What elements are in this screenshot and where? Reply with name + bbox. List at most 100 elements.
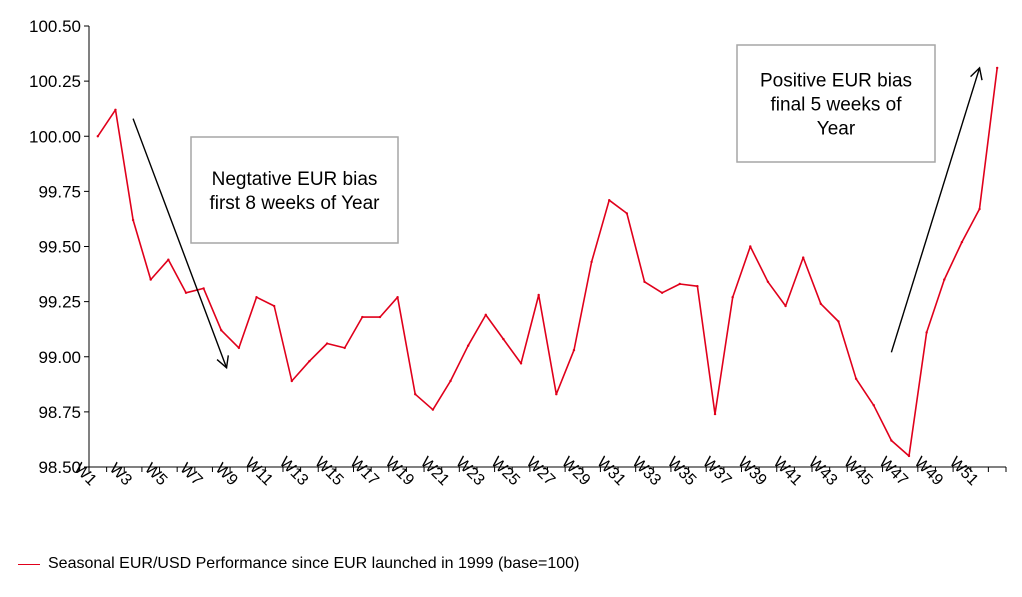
x-tick-label: W29 bbox=[558, 454, 593, 489]
data-point bbox=[766, 280, 770, 283]
annotations-group: Negtative EUR bias first 8 weeks of Year P… bbox=[132, 44, 983, 370]
y-tick-label: 99.50 bbox=[38, 238, 81, 257]
annotation-text: Negtative EUR bias bbox=[212, 169, 378, 190]
series-group bbox=[96, 66, 999, 458]
data-point bbox=[184, 291, 188, 295]
data-point bbox=[696, 284, 699, 288]
data-point bbox=[449, 379, 452, 383]
data-point bbox=[995, 66, 999, 70]
legend-label: Seasonal EUR/USD Performance since EUR l… bbox=[48, 555, 580, 572]
y-tick-label: 98.75 bbox=[38, 403, 81, 422]
x-tick-label: W15 bbox=[311, 454, 346, 489]
data-point bbox=[572, 348, 576, 352]
y-tick-label: 100.00 bbox=[29, 127, 81, 146]
data-point bbox=[925, 331, 928, 334]
annotation-box-negative bbox=[190, 136, 399, 244]
data-point bbox=[220, 329, 223, 332]
x-tick-label: W43 bbox=[805, 454, 840, 489]
data-point bbox=[802, 256, 805, 259]
x-tick-label: W11 bbox=[242, 455, 277, 490]
annotation-text: first 8 weeks of Year bbox=[209, 193, 380, 214]
x-tick-label: W19 bbox=[382, 454, 417, 489]
x-tick-label: W33 bbox=[629, 454, 664, 489]
annotation-text: Positive EUR bias bbox=[760, 71, 912, 92]
y-tick-label: 99.25 bbox=[38, 293, 81, 312]
annotation-text: final 5 weeks of bbox=[771, 95, 903, 116]
x-tick-label: W39 bbox=[734, 454, 769, 489]
x-tick-label: W37 bbox=[699, 454, 734, 489]
data-point bbox=[308, 359, 311, 363]
y-tick-label: 99.00 bbox=[38, 348, 81, 367]
data-point bbox=[484, 313, 487, 317]
data-point bbox=[361, 315, 364, 319]
data-point bbox=[466, 344, 470, 347]
data-point bbox=[608, 198, 611, 202]
data-point bbox=[660, 291, 664, 295]
data-point bbox=[784, 304, 787, 308]
x-tick-label: W51 bbox=[946, 454, 981, 489]
data-point bbox=[96, 135, 100, 138]
data-point bbox=[202, 287, 205, 290]
data-point bbox=[854, 377, 858, 380]
data-point bbox=[960, 240, 964, 244]
data-point bbox=[272, 304, 276, 308]
data-point bbox=[537, 293, 540, 297]
x-tick-label: W7 bbox=[176, 460, 205, 489]
data-point bbox=[555, 393, 558, 396]
data-point bbox=[502, 337, 505, 341]
x-tick-label: W27 bbox=[523, 454, 558, 489]
data-point bbox=[114, 108, 117, 111]
data-point bbox=[519, 362, 523, 365]
data-point bbox=[872, 404, 875, 407]
data-point bbox=[749, 245, 752, 248]
y-tick-label: 99.75 bbox=[38, 182, 81, 201]
data-point bbox=[431, 408, 435, 411]
data-point bbox=[255, 296, 258, 299]
data-point bbox=[837, 320, 840, 323]
annotation-arrow-negative bbox=[132, 118, 229, 370]
x-tick-label: W47 bbox=[876, 454, 911, 489]
x-tick-label: W23 bbox=[452, 454, 487, 489]
x-tick-label: W3 bbox=[106, 460, 135, 489]
data-point bbox=[978, 207, 981, 211]
data-point bbox=[731, 296, 734, 299]
data-point bbox=[167, 258, 170, 261]
series-line bbox=[97, 67, 998, 457]
data-point bbox=[396, 296, 399, 299]
x-tick-label: W25 bbox=[488, 454, 523, 489]
y-tick-label: 100.50 bbox=[29, 17, 81, 36]
legend: Seasonal EUR/USD Performance since EUR l… bbox=[18, 552, 579, 576]
data-point bbox=[943, 278, 946, 281]
legend-swatch bbox=[18, 563, 40, 565]
x-tick-label: W41 bbox=[770, 454, 805, 489]
data-point bbox=[819, 302, 823, 306]
x-tick-label: W35 bbox=[664, 454, 699, 489]
line-chart: 98.50 98.75 99.00 99.25 99.50 99.75 100.00 100.… bbox=[29, 17, 1007, 490]
x-tick-label: W45 bbox=[840, 454, 875, 489]
x-tick-label: W5 bbox=[141, 460, 170, 489]
y-tick-label: 98.50 bbox=[38, 458, 81, 477]
data-point bbox=[131, 218, 135, 222]
annotation-box-positive bbox=[736, 44, 936, 163]
data-point bbox=[343, 346, 346, 350]
x-tick-label: W49 bbox=[911, 454, 946, 489]
data-point bbox=[890, 439, 893, 442]
data-point bbox=[643, 280, 646, 283]
data-point bbox=[678, 282, 681, 286]
data-point bbox=[378, 315, 382, 319]
data-point bbox=[414, 393, 417, 396]
y-axis-ticks: 98.50 98.75 99.00 99.25 99.50 99.75 100.00 100.… bbox=[29, 17, 89, 477]
data-point bbox=[325, 342, 329, 345]
data-point bbox=[590, 260, 593, 264]
x-tick-label: W13 bbox=[276, 454, 311, 489]
x-tick-label: W17 bbox=[347, 454, 382, 489]
y-tick-label: 100.25 bbox=[29, 72, 81, 91]
data-point bbox=[713, 412, 717, 416]
data-point bbox=[907, 454, 911, 458]
data-point bbox=[290, 379, 293, 383]
x-tick-label: W21 bbox=[417, 454, 452, 489]
data-point bbox=[149, 278, 152, 281]
annotation-text: Year bbox=[817, 119, 856, 140]
x-tick-label: W9 bbox=[212, 460, 241, 489]
data-point bbox=[625, 212, 629, 215]
